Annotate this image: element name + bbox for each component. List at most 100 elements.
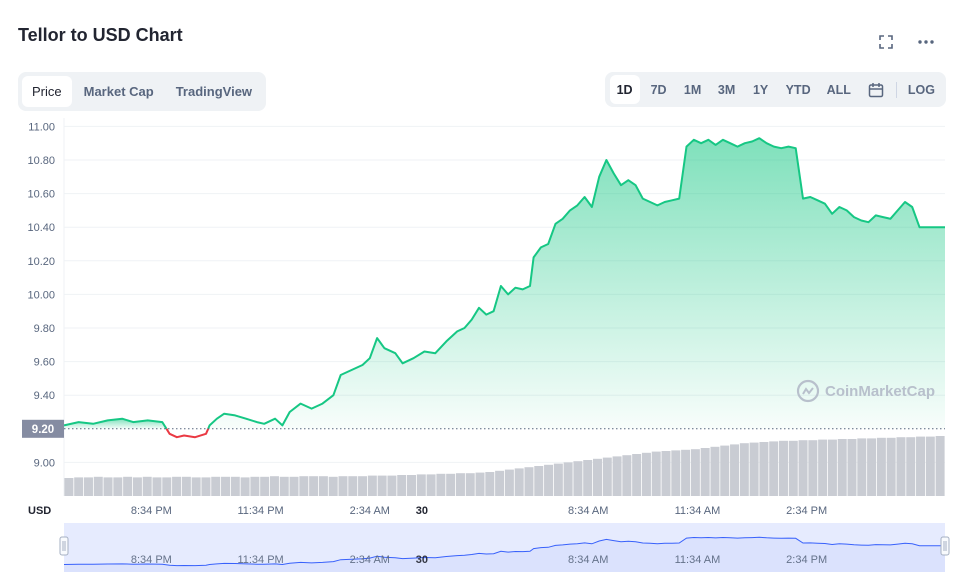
- chart-title: Tellor to USD Chart: [18, 25, 183, 45]
- volume-bar: [367, 475, 377, 496]
- volume-bar: [641, 452, 651, 496]
- volume-bar: [142, 476, 152, 496]
- volume-bar: [475, 472, 485, 496]
- y-tick-label: 10.80: [27, 155, 55, 167]
- volume-bar: [534, 466, 544, 496]
- range-7d[interactable]: 7D: [650, 82, 667, 97]
- volume-bar: [240, 477, 250, 496]
- volume-bar: [201, 477, 211, 496]
- volume-bar: [289, 476, 299, 496]
- chart-type-tabs: Price Market Cap TradingView: [18, 72, 267, 111]
- y-tick-label: 10.60: [27, 189, 55, 201]
- watermark: CoinMarketCap: [796, 379, 935, 403]
- volume-bar: [925, 436, 935, 496]
- x-tick-label: 8:34 AM: [568, 505, 608, 517]
- navigator-handle-right[interactable]: [940, 536, 950, 556]
- volume-bar: [788, 440, 798, 496]
- x-tick-label: 30: [416, 505, 428, 517]
- y-tick-label: 10.40: [27, 222, 55, 234]
- volume-bar: [916, 436, 926, 496]
- volume-bar: [612, 456, 622, 496]
- volume-bar: [230, 476, 240, 496]
- volume-bar: [181, 476, 191, 496]
- volume-bar: [172, 476, 182, 496]
- y-tick-label: 9.40: [34, 390, 55, 402]
- volume-bar: [299, 476, 309, 496]
- volume-bar: [113, 477, 123, 496]
- volume-bar: [671, 450, 681, 496]
- range-navigator[interactable]: 8:34 PM 11:34 PM 2:34 AM 30 8:34 AM 11:34 AM 2…: [59, 523, 950, 572]
- volume-bar: [583, 460, 593, 496]
- volume-bar: [661, 451, 671, 496]
- volume-bar: [377, 475, 387, 496]
- volume-bar: [191, 477, 201, 496]
- navigator-tick-label: 11:34 PM: [237, 554, 283, 566]
- y-tick-label: 9.80: [34, 323, 55, 335]
- range-ytd[interactable]: YTD: [785, 82, 811, 97]
- watermark-text: CoinMarketCap: [825, 383, 935, 400]
- volume-bar: [690, 449, 700, 496]
- volume-bar: [309, 476, 319, 496]
- volume-bar: [504, 469, 514, 496]
- volume-bar: [338, 476, 348, 496]
- volume-bar: [74, 477, 84, 496]
- volume-bar: [162, 477, 172, 496]
- tab-tradingview[interactable]: TradingView: [175, 84, 253, 99]
- tab-price[interactable]: Price: [22, 76, 72, 107]
- volume-bar: [818, 439, 828, 496]
- volume-bar: [269, 476, 279, 496]
- volume-bar: [563, 462, 573, 496]
- volume-bar: [221, 476, 231, 496]
- volume-bar: [514, 468, 524, 496]
- volume-bar: [358, 476, 368, 496]
- volume-bar: [876, 437, 886, 496]
- volume-bar: [778, 440, 788, 496]
- currency-label: USD: [28, 505, 51, 517]
- volume-bar: [495, 470, 505, 496]
- volume-bar: [455, 473, 465, 496]
- range-3m[interactable]: 3M: [717, 82, 736, 97]
- volume-bar: [906, 437, 916, 496]
- tab-market-cap[interactable]: Market Cap: [83, 84, 154, 99]
- volume-bar: [573, 461, 583, 496]
- volume-bar: [260, 476, 270, 496]
- volume-bar: [632, 454, 642, 496]
- volume-bar: [798, 440, 808, 496]
- y-tick-label: 9.00: [34, 457, 55, 469]
- navigator-tick-label: 2:34 AM: [350, 554, 390, 566]
- y-tick-label: 11.00: [28, 121, 55, 133]
- x-tick-label: 11:34 PM: [237, 505, 283, 517]
- log-scale-toggle[interactable]: LOG: [907, 82, 935, 97]
- volume-bar: [847, 439, 857, 496]
- volume-bar: [553, 463, 563, 496]
- volume-bar: [896, 437, 906, 496]
- time-range-selector: 1D 7D 1M 3M 1Y YTD ALL LOG: [604, 72, 946, 107]
- volume-bar: [387, 475, 397, 496]
- navigator-tick-label: 30: [416, 554, 428, 566]
- volume-bar: [436, 473, 446, 496]
- volume-bar: [348, 476, 358, 496]
- y-tick-label: 10.00: [27, 289, 55, 301]
- more-options-icon[interactable]: [916, 32, 936, 52]
- range-all[interactable]: ALL: [826, 82, 851, 97]
- volume-bar: [739, 443, 749, 496]
- range-1y[interactable]: 1Y: [752, 82, 769, 97]
- volume-bar: [485, 472, 495, 496]
- range-1m[interactable]: 1M: [683, 82, 702, 97]
- navigator-tick-label: 11:34 AM: [675, 554, 721, 566]
- navigator-area: [64, 537, 945, 572]
- y-tick-label: 10.20: [27, 256, 55, 268]
- volume-bar: [544, 464, 554, 496]
- fullscreen-icon[interactable]: [876, 32, 896, 52]
- volume-bar: [827, 439, 837, 496]
- volume-bar: [524, 467, 534, 496]
- x-tick-label: 8:34 PM: [131, 505, 172, 517]
- calendar-icon[interactable]: [861, 75, 891, 104]
- range-1d[interactable]: 1D: [609, 75, 640, 104]
- current-price-badge: [22, 419, 64, 438]
- volume-bar: [886, 437, 896, 496]
- navigator-tick-label: 8:34 PM: [131, 554, 172, 566]
- navigator-handle-left[interactable]: [59, 536, 69, 556]
- volume-bar: [132, 477, 142, 496]
